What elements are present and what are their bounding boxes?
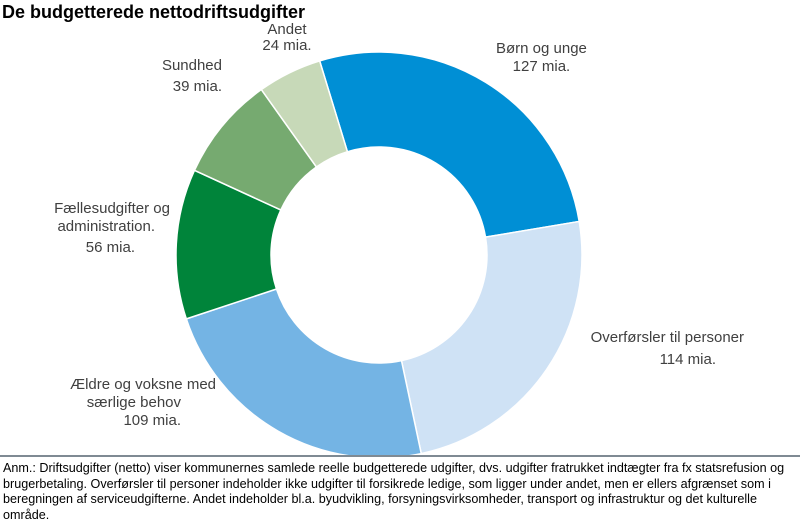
- donut-slice-børn-og-unge: [318, 51, 581, 239]
- chart-title: De budgetterede nettodriftsudgifter: [2, 2, 306, 22]
- slice-label-born-og-unge: Børn og unge 127 mia.: [496, 40, 587, 76]
- slice-label-aeldre: Ældre og voksne med særlige behov 109 mi…: [40, 376, 216, 430]
- label-line: administration.: [57, 218, 155, 235]
- donut-chart: [175, 51, 583, 455]
- label-value: 39 mia.: [172, 78, 222, 95]
- label-value: 127 mia.: [512, 58, 571, 75]
- label-line: Fællesudgifter og: [54, 200, 170, 217]
- slice-label-faellesudgifter: Fællesudgifter og administration. 56 mia…: [30, 200, 170, 257]
- label-value: 109 mia.: [123, 412, 181, 429]
- label-line: Overførsler til personer: [590, 329, 744, 346]
- footnote: Anm.: Driftsudgifter (netto) viser kommu…: [3, 461, 785, 522]
- slice-label-andet: Andet 24 mia.: [256, 22, 318, 54]
- label-line: Børn og unge: [496, 40, 587, 57]
- label-value: 56 mia.: [85, 239, 135, 256]
- slice-label-overforsler: Overførsler til personer 114 mia.: [568, 329, 744, 369]
- slice-label-sundhed: Sundhed 39 mia.: [160, 57, 222, 96]
- label-value: 24 mia.: [262, 37, 312, 54]
- donut-slice-overførsler-til-personer: [400, 220, 583, 455]
- label-line: særlige behov: [86, 394, 181, 411]
- label-line: Ældre og voksne med: [70, 376, 216, 393]
- donut-slice-ældre-og-voksne-med-særlige-behov: [185, 288, 423, 455]
- label-value: 114 mia.: [659, 351, 716, 368]
- label-line: Sundhed: [161, 57, 222, 74]
- divider: [0, 455, 800, 457]
- label-line: Andet: [267, 21, 307, 38]
- donut-slice-andet: [260, 59, 349, 169]
